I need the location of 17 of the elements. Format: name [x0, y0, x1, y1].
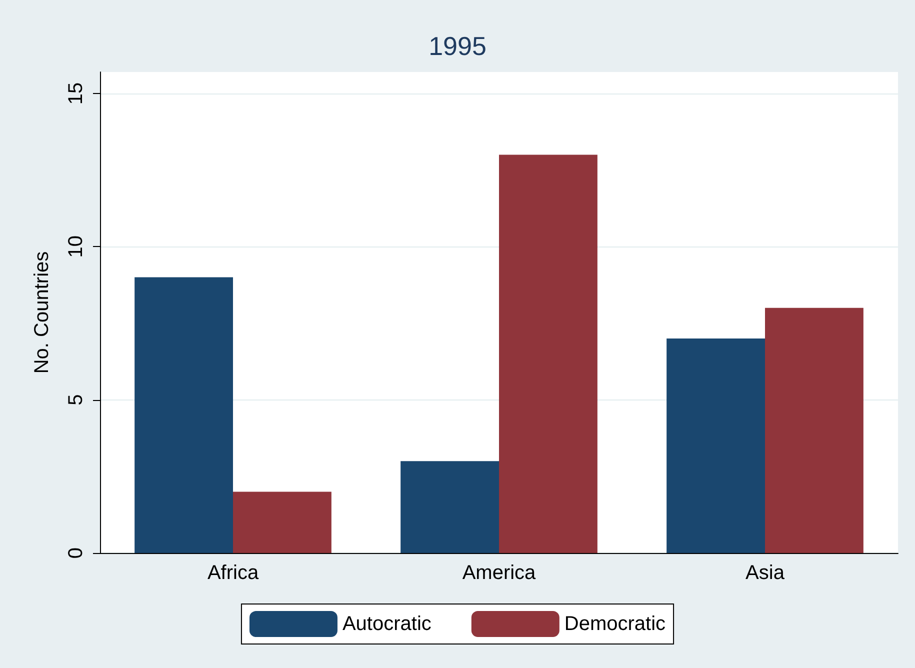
y-tick-label: 15 [65, 82, 87, 105]
y-axis-title: No. Countries [31, 251, 53, 374]
x-tick-label: Africa [207, 562, 260, 584]
bar [765, 308, 864, 553]
bar [400, 461, 499, 553]
bar [134, 277, 233, 553]
x-tick-label: America [462, 562, 537, 584]
legend-label: Autocratic [342, 613, 432, 635]
bar [233, 492, 332, 553]
legend-label: Democratic [564, 613, 666, 635]
chart-title: 1995 [428, 31, 486, 61]
y-tick-label: 0 [65, 547, 87, 559]
bar [666, 338, 765, 553]
y-tick-label: 10 [65, 236, 87, 258]
bar [499, 154, 598, 553]
y-tick-label: 5 [65, 394, 87, 406]
x-tick-label: Asia [746, 562, 786, 584]
